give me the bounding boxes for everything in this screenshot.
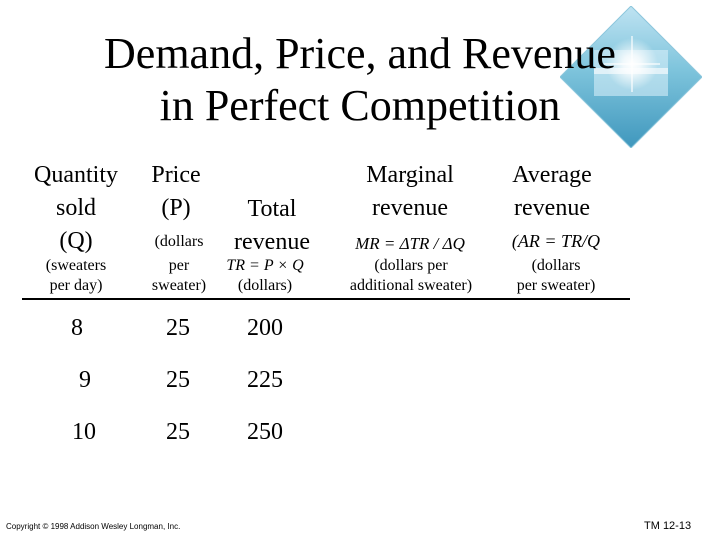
title-line-2: in Perfect Competition [159, 81, 561, 130]
copyright-notice: Copyright © 1998 Addison Wesley Longman,… [6, 522, 181, 531]
total-revenue-label-2: revenue [234, 229, 310, 255]
price-unit-1: (dollars [154, 233, 204, 250]
average-revenue-header: Average revenue [500, 159, 604, 225]
total-revenue-formula: TR = P × Q [226, 257, 304, 274]
average-revenue-unit-2: per sweater) [516, 277, 596, 294]
quantity-unit-2: per day) [49, 277, 103, 294]
price-unit-2: per [168, 257, 190, 274]
quantity-units: (sweaters per day) [22, 256, 130, 296]
average-revenue-label-1: Average [512, 162, 592, 188]
total-revenue-unit: (dollars) [237, 277, 293, 294]
average-revenue-label-2: revenue [514, 195, 590, 221]
slide-title: Demand, Price, and Revenue in Perfect Co… [80, 28, 640, 132]
total-revenue-cell: 200 [247, 315, 283, 341]
title-line-1: Demand, Price, and Revenue [104, 29, 616, 78]
slide-number: TM 12-13 [644, 520, 692, 532]
total-revenue-cell: 250 [247, 419, 283, 445]
marginal-revenue-units: (dollars per additional sweater) [336, 256, 486, 296]
marginal-revenue-header: Marginal revenue [340, 159, 480, 225]
price-unit-3: sweater) [151, 277, 207, 294]
average-revenue-unit-1: (dollars [531, 257, 581, 274]
marginal-revenue-label-1: Marginal [366, 162, 454, 188]
total-revenue-label-1: Total [247, 196, 297, 222]
total-revenue-header: Total revenue [222, 193, 322, 259]
average-revenue-formula-wrap: (AR = TR/Q [500, 231, 612, 251]
total-revenue-units: TR = P × Q (dollars) [212, 256, 318, 296]
average-revenue-formula: (AR = TR/Q [511, 231, 601, 251]
price-header: Price (P) [140, 159, 212, 225]
header-divider [22, 298, 630, 300]
total-revenue-cell: 225 [247, 367, 283, 393]
price-label-2: (P) [161, 195, 191, 221]
price-cell: 25 [166, 315, 190, 341]
quantity-cell: 9 [79, 367, 91, 393]
price-cell: 25 [166, 419, 190, 445]
marginal-revenue-formula-wrap: MR = ΔTR / ΔQ [340, 234, 480, 254]
price-cell: 25 [166, 367, 190, 393]
quantity-unit-1: (sweaters [45, 257, 107, 274]
quantity-cell: 10 [72, 419, 96, 445]
quantity-label-3: (Q) [59, 228, 93, 254]
quantity-header: Quantity sold (Q) [22, 159, 130, 258]
marginal-revenue-label-2: revenue [372, 195, 448, 221]
quantity-cell: 8 [71, 315, 83, 341]
marginal-revenue-formula: MR = ΔTR / ΔQ [355, 234, 465, 253]
marginal-revenue-unit-2: additional sweater) [349, 277, 473, 294]
quantity-label-2: sold [55, 195, 96, 221]
marginal-revenue-unit-1: (dollars per [374, 257, 448, 274]
price-units: (dollars per sweater) [144, 232, 214, 296]
quantity-label-1: Quantity [34, 162, 118, 188]
price-label-1: Price [151, 162, 201, 188]
average-revenue-units: (dollars per sweater) [504, 256, 608, 296]
